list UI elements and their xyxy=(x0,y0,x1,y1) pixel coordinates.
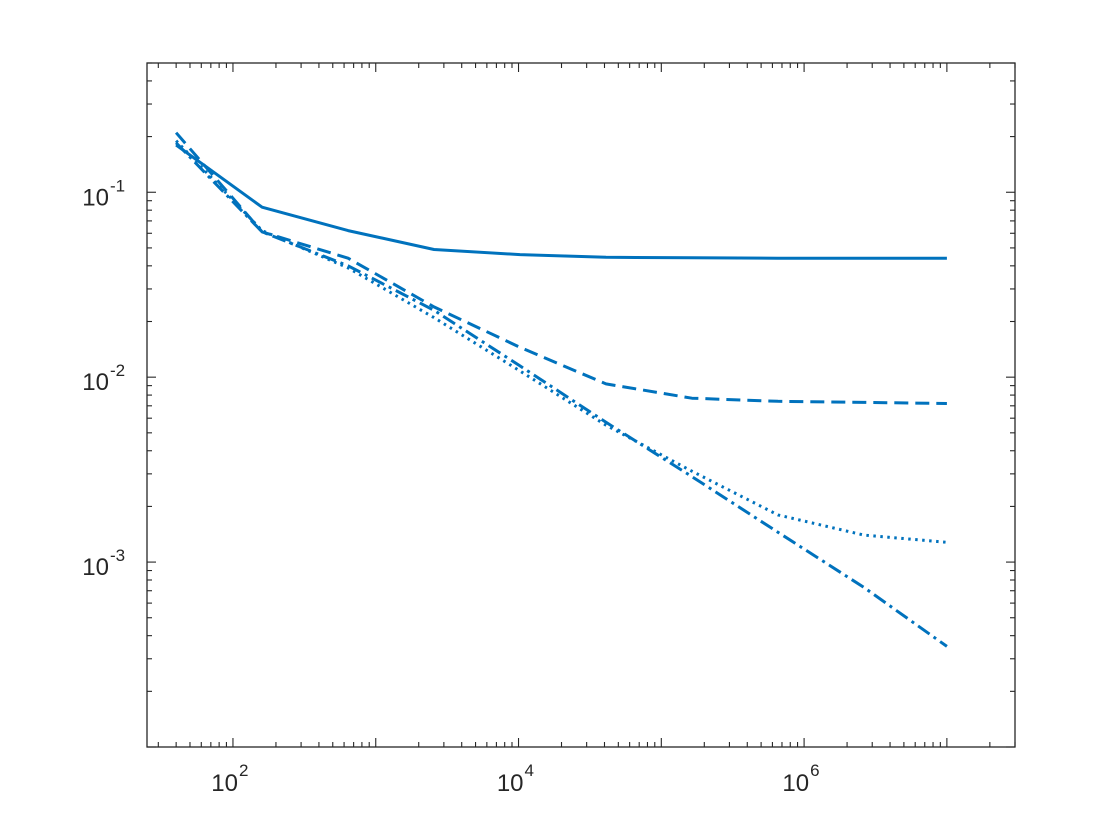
axes-frame xyxy=(146,62,1016,748)
y-tick-label-base: 10 xyxy=(82,554,109,581)
y-tick-label-exponent: -2 xyxy=(110,361,125,380)
x-tick-label: 10 2 xyxy=(211,761,248,797)
y-tick-label: 10 -2 xyxy=(82,361,125,396)
x-tick-label-exponent: 6 xyxy=(810,761,819,780)
y-tick-label: 10 -3 xyxy=(82,546,125,581)
series-line-3-dotted xyxy=(175,139,948,544)
y-tick-label-base: 10 xyxy=(82,369,109,396)
x-tick-label-base: 10 xyxy=(782,770,809,797)
series-line-1-solid xyxy=(175,143,947,260)
x-tick-label-exponent: 2 xyxy=(239,761,248,780)
x-tick-label-base: 10 xyxy=(497,770,524,797)
series-line-4-dashdot xyxy=(175,141,948,648)
x-tick-label: 10 6 xyxy=(782,761,819,797)
x-tick-label-base: 10 xyxy=(211,770,238,797)
y-tick-label-exponent: -3 xyxy=(110,546,125,565)
y-tick-label-exponent: -1 xyxy=(110,176,125,195)
y-tick-label-base: 10 xyxy=(82,184,109,211)
tick-label-layer: 10 2 10 4 10 610 -110 -210 -3 xyxy=(82,176,819,797)
series-line-2-dashed xyxy=(174,131,947,405)
x-tick-label: 10 4 xyxy=(497,761,534,797)
series-layer xyxy=(174,131,948,648)
x-tick-label-exponent: 4 xyxy=(525,761,534,780)
y-tick-label: 10 -1 xyxy=(82,176,125,211)
